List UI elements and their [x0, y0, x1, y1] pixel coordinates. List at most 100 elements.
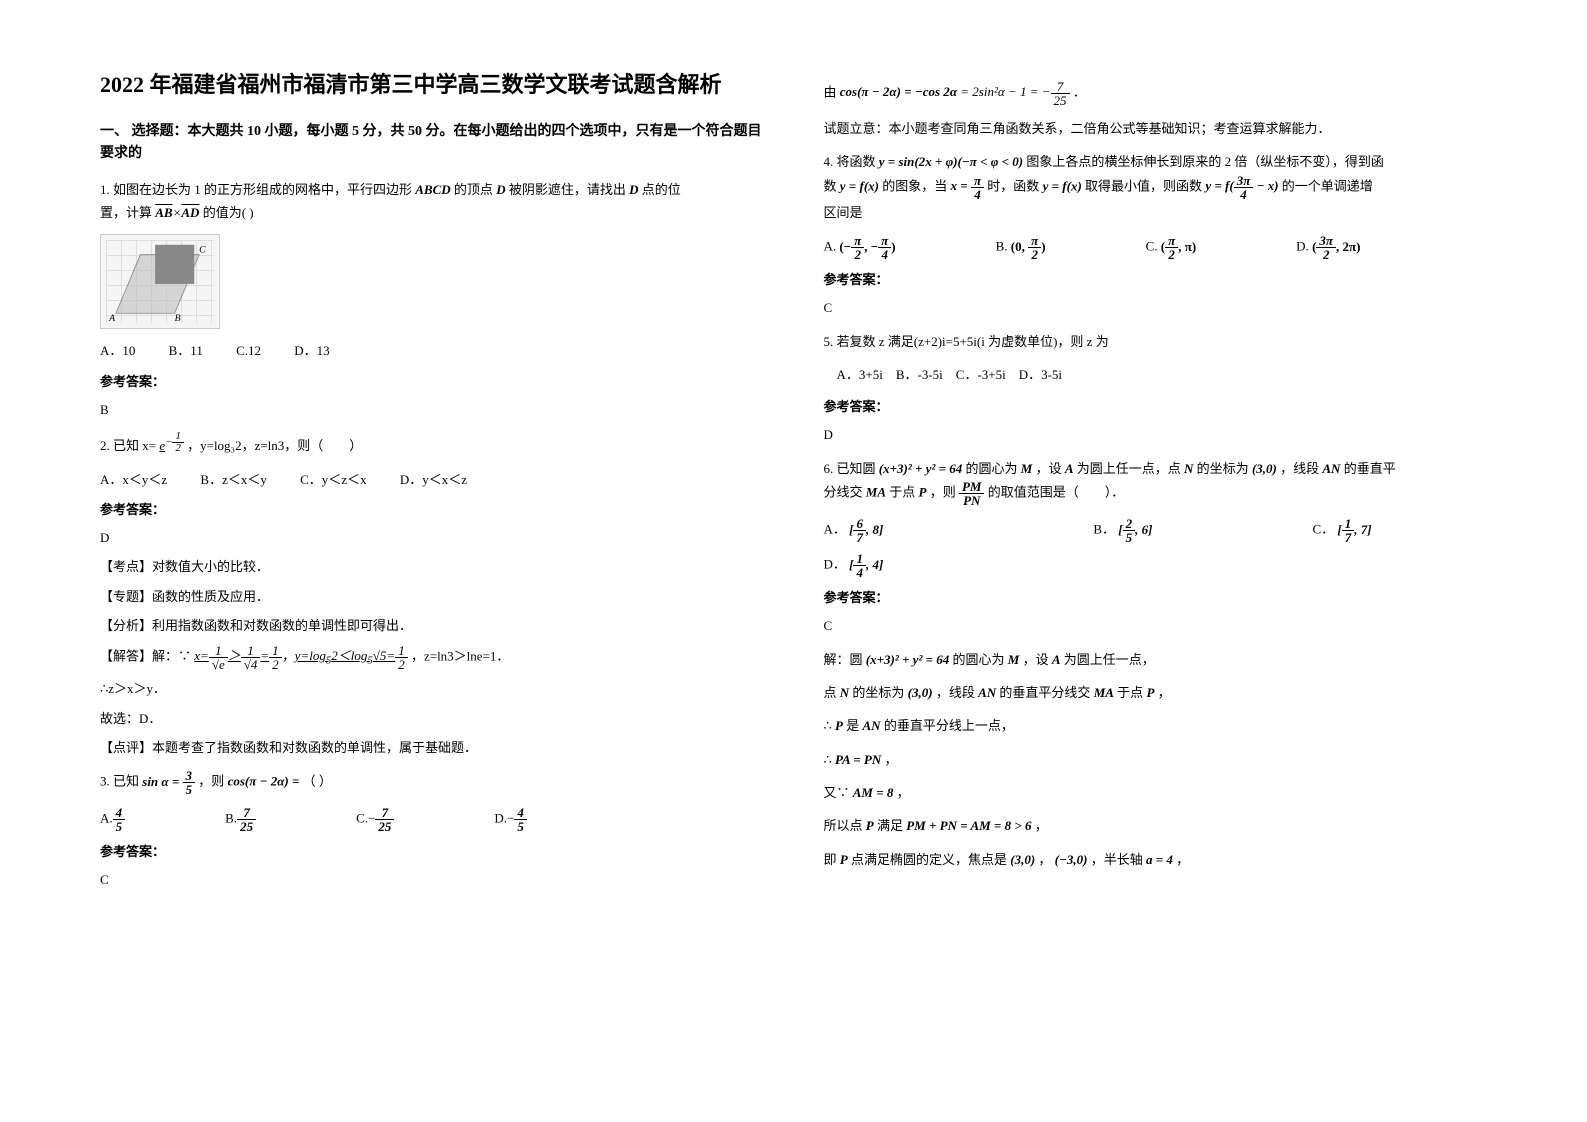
- q4-opt-d: D. (3π2, 2π): [1296, 234, 1360, 261]
- q2-dianping: 【点评】本题考查了指数函数和对数函数的单调性，属于基础题．: [100, 736, 764, 759]
- question-5-text: 5. 若复数 z 满足(z+2)i=5+5i(i 为虚数单位)，则 z 为: [824, 330, 1488, 353]
- q2-text-b: ，y=log₃2，z=ln3，则（ ）: [187, 438, 362, 453]
- q4-fn2: y = f(x): [840, 178, 879, 193]
- question-5-options: A．3+5i B．-3-5i C．-3+5i D．3-5i: [824, 363, 1488, 386]
- q4-answer-label: 参考答案：: [824, 269, 1488, 288]
- q1-answer-label: 参考答案：: [100, 371, 764, 390]
- q4-opt-a: A. (−π2, −π4): [824, 234, 896, 261]
- q2-answer-label: 参考答案：: [100, 499, 764, 518]
- q3-opt-d: D.−45: [494, 806, 526, 833]
- q6-options-row1: A． [67, 8] B． [25, 6] C． [17, 7]: [824, 517, 1488, 544]
- q1-text-e: 置，计算: [100, 205, 152, 220]
- q6-m: M: [1021, 461, 1033, 476]
- q6-sol-7: 即 P 点满足椭圆的定义，焦点是 (3,0) ， (−3,0) ，半长轴 a =…: [824, 848, 1488, 871]
- q4-fn3: y = f(x): [1043, 178, 1082, 193]
- q2-answer: D: [100, 526, 764, 549]
- q6-sol-2: 点 N 的坐标为 (3,0) ，线段 AN 的垂直平分线交 MA 于点 P ，: [824, 681, 1488, 704]
- q2-opt-b: B．z＜x＜y: [200, 472, 266, 487]
- question-2: 2. 已知 x= e−12 ，y=log₃2，z=ln3，则（ ）: [100, 431, 764, 458]
- q5-answer-label: 参考答案：: [824, 396, 1488, 415]
- q6-text-b: 的圆心为: [966, 461, 1018, 476]
- q1-text-d: 点的位: [642, 182, 681, 197]
- q6-n: N: [1184, 461, 1193, 476]
- q3-answer-label: 参考答案：: [100, 841, 764, 860]
- q1-opt-c: C.12: [236, 343, 261, 358]
- q3-expr1: sin α = 35: [142, 774, 195, 789]
- q2-opt-d: D．y＜x＜z: [400, 472, 467, 487]
- q1-opt-a: A．10: [100, 343, 135, 358]
- q3-opt-b: B.725: [225, 806, 256, 833]
- q1-options: A．10 B．11 C.12 D．13: [100, 339, 764, 362]
- q6-sol-6: 所以点 P 满足 PM + PN = AM = 8 > 6 ，: [824, 814, 1488, 837]
- q4-opt-c: C. (π2, π): [1146, 234, 1197, 261]
- q2-jieda-d: 故选：D．: [100, 707, 764, 730]
- q2-options: A．x＜y＜z B．z＜x＜y C．y＜z＜x D．y＜x＜z: [100, 468, 764, 491]
- q3-opt-c: C.−725: [356, 806, 394, 833]
- q1-text-c: 被阴影遮住，请找出: [509, 182, 626, 197]
- q3-opt-a: A.45: [100, 806, 125, 833]
- q2-text-a: 2. 已知 x=: [100, 438, 156, 453]
- q2-jieda-a: 【解答】解：∵: [100, 648, 191, 663]
- q4-fn1: y = sin(2x + φ)(−π < φ < 0): [879, 154, 1023, 169]
- q4-options: A. (−π2, −π4) B. (0, π2) C. (π2, π) D. (…: [824, 234, 1488, 261]
- q6-opt-c: C． [17, 7]: [1312, 517, 1371, 544]
- q6-text-e: 的坐标为: [1197, 461, 1249, 476]
- q4-opt-b: B. (0, π2): [996, 234, 1046, 261]
- q6-sol-5: 又∵ AM = 8 ，: [824, 781, 1488, 804]
- q2-jieda: 【解答】解：∵ x=1√e＞1√4=12，y=log52＜log5√5=12 ，…: [100, 644, 764, 672]
- q2-fenxi: 【分析】利用指数函数和对数函数的单调性即可得出．: [100, 614, 764, 637]
- section-header: 一、 选择题：本大题共 10 小题，每小题 5 分，共 50 分。在每小题给出的…: [100, 121, 764, 166]
- q6-text-c: ，设: [1036, 461, 1062, 476]
- q1-grid-figure: A B C: [100, 234, 220, 329]
- q6-text-a: 6. 已知圆: [824, 461, 876, 476]
- q2-jieda-c: ∴z＞x＞y．: [100, 677, 764, 700]
- q2-jieda-expr1: x=1√e＞1√4=12，y=log52＜log5√5=12: [194, 648, 407, 663]
- q6-options-row2: D． [14, 4]: [824, 552, 1488, 579]
- q3-options: A.45 B.725 C.−725 D.−45: [100, 806, 764, 833]
- q2-jieda-b: ，z=ln3＞lne=1．: [411, 648, 509, 663]
- svg-text:C: C: [199, 245, 206, 256]
- page-container: 2022 年福建省福州市福清市第三中学高三数学文联考试题含解析 一、 选择题：本…: [100, 70, 1487, 898]
- question-4: 4. 将函数 y = sin(2x + φ)(−π < φ < 0) 图象上各点…: [824, 150, 1488, 224]
- q6-text-f: ，线段: [1280, 461, 1319, 476]
- q1-text-b: 的顶点: [454, 182, 493, 197]
- q4-text-b: 图象上各点的横坐标伸长到原来的 2 倍（纵坐标不变），得到函: [1026, 154, 1384, 169]
- q6-sol-1: 解：圆 (x+3)² + y² = 64 的圆心为 M ，设 A 为圆上任一点，: [824, 648, 1488, 671]
- q6-circle: (x+3)² + y² = 64: [879, 461, 962, 476]
- question-1: 1. 如图在边长为 1 的正方形组成的网格中，平行四边形 ABCD 的顶点 D …: [100, 178, 764, 225]
- col2-line1: 由 cos(π − 2α) = −cos 2α = 2sin²α − 1 = −…: [824, 80, 1488, 107]
- q1-d2: D: [629, 182, 638, 197]
- q6-opt-a: A． [67, 8]: [824, 517, 884, 544]
- q2-expr: e−12: [159, 438, 184, 453]
- question-3: 3. 已知 sin α = 35 ，则 cos(π − 2α) = （ ）: [100, 769, 764, 796]
- q6-an: AN: [1322, 461, 1340, 476]
- q6-answer: C: [824, 614, 1488, 637]
- q2-opt-a: A．x＜y＜z: [100, 472, 167, 487]
- q6-text-i: 于点: [889, 485, 915, 500]
- q1-opt-d: D．13: [294, 343, 329, 358]
- col2-line1-a: 由: [824, 84, 837, 99]
- col2-line1-b: ．: [1073, 84, 1086, 99]
- q6-sol-4: ∴ PA = PN ，: [824, 748, 1488, 771]
- q2-opt-c: C．y＜z＜x: [300, 472, 366, 487]
- q6-ma: MA: [866, 485, 886, 500]
- q4-answer: C: [824, 296, 1488, 319]
- q1-text-a: 1. 如图在边长为 1 的正方形组成的网格中，平行四边形: [100, 182, 412, 197]
- q6-text-d: 为圆上任一点，点: [1077, 461, 1181, 476]
- q3-text-c: （ ）: [303, 774, 332, 789]
- q6-p: P: [919, 485, 927, 500]
- q4-text-g: 的一个单调递增: [1282, 178, 1373, 193]
- q1-vec: AB×AD: [155, 205, 199, 220]
- q6-text-k: 的取值范围是（ ）．: [988, 485, 1125, 500]
- q3-text-a: 3. 已知: [100, 774, 139, 789]
- q1-opt-b: B．11: [169, 343, 203, 358]
- q2-kaodian: 【考点】对数值大小的比较．: [100, 555, 764, 578]
- q6-text-h: 分线交: [824, 485, 863, 500]
- q6-a: A: [1065, 461, 1074, 476]
- q6-opt-d: D． [14, 4]: [824, 552, 884, 579]
- col2-expr1: cos(π − 2α) = −cos 2α = 2sin²α − 1 = −72…: [840, 84, 1070, 99]
- q4-text-d: 的图象，当: [882, 178, 947, 193]
- q4-text-e: 时，函数: [987, 178, 1039, 193]
- question-6: 6. 已知圆 (x+3)² + y² = 64 的圆心为 M ，设 A 为圆上任…: [824, 457, 1488, 507]
- col2-line2: 试题立意：本小题考查同角三角函数关系，二倍角公式等基础知识；考查运算求解能力．: [824, 117, 1488, 140]
